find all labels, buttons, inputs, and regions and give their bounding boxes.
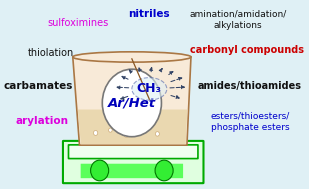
Circle shape <box>102 69 161 137</box>
Circle shape <box>155 160 173 181</box>
FancyBboxPatch shape <box>63 141 204 183</box>
Text: esters/thioesters/
phosphate esters: esters/thioesters/ phosphate esters <box>210 112 290 132</box>
Text: amination/amidation/
alkylations: amination/amidation/ alkylations <box>189 9 286 29</box>
Circle shape <box>141 130 144 134</box>
Text: carbonyl compounds: carbonyl compounds <box>190 45 304 55</box>
Circle shape <box>155 132 159 136</box>
Polygon shape <box>73 57 191 145</box>
FancyBboxPatch shape <box>81 164 183 178</box>
Text: amides/thioamides: amides/thioamides <box>198 81 302 91</box>
Ellipse shape <box>132 78 167 100</box>
Circle shape <box>91 160 109 181</box>
Polygon shape <box>78 109 187 144</box>
Ellipse shape <box>73 52 191 62</box>
Text: thiolation: thiolation <box>28 48 74 58</box>
Text: Ar/Het: Ar/Het <box>108 96 156 109</box>
Circle shape <box>124 132 129 137</box>
Text: sulfoximines: sulfoximines <box>48 18 109 28</box>
Text: carbamates: carbamates <box>3 81 73 91</box>
Text: CH₃: CH₃ <box>137 82 162 95</box>
Circle shape <box>108 128 112 132</box>
FancyBboxPatch shape <box>69 145 198 159</box>
Text: nitriles: nitriles <box>129 9 170 19</box>
Text: arylation: arylation <box>15 116 68 126</box>
Circle shape <box>94 131 98 135</box>
